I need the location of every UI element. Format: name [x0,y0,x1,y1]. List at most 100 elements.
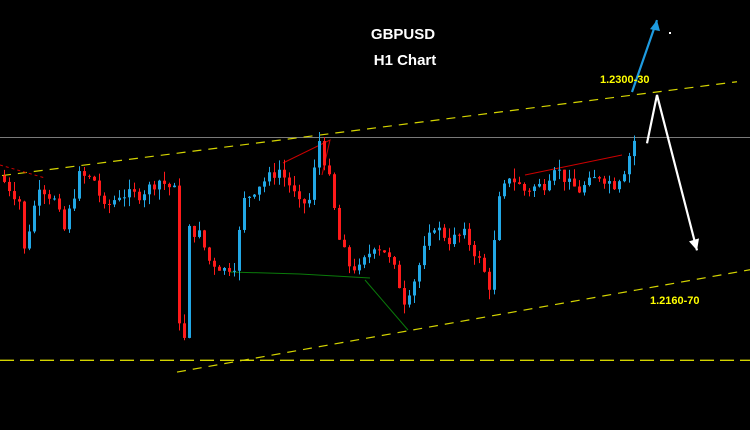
candle-body [563,169,566,182]
candle-body [88,175,91,177]
candle-body [533,186,536,192]
candle-body [98,180,101,196]
candle-body [528,190,531,192]
candle-body [78,171,81,199]
candle-body [188,225,191,338]
candle-body [553,170,556,181]
chart-title: GBPUSD [370,26,436,43]
bearish-arrow [645,94,699,251]
candle-body [538,183,541,187]
candle-body [558,169,561,171]
candle-body [228,267,231,272]
candle-body [218,266,221,271]
lower-target-label: 1.2160-70 [650,295,700,307]
pattern-line-green [229,271,371,279]
candle-body [58,198,61,210]
candle-body [18,199,21,202]
pattern-line-red [524,154,623,176]
pattern-line-red [282,139,331,176]
candle-body [408,295,411,305]
candle-body [523,184,526,191]
candle-body [153,184,156,190]
candle-body [623,174,626,182]
candle-body [568,178,571,182]
candle-body [108,203,111,205]
candle-body [23,201,26,249]
candle-body [208,247,211,261]
candle-body [333,174,336,208]
candle-body [268,172,271,182]
candle-body [378,249,381,251]
candle-body [173,185,176,188]
candle-body [463,228,466,236]
candle-body [223,267,226,271]
candle-body [353,266,356,271]
candle-body [388,252,391,258]
bullish-arrow [630,19,659,93]
candle-body [383,250,386,253]
candle-body [193,225,196,237]
candle-body [213,260,216,267]
candle-body [273,172,276,178]
marker-dot [669,32,671,34]
candle-body [498,196,501,241]
candle-body [73,198,76,209]
arrow-head-icon [689,238,699,251]
candle-body [438,227,441,231]
candle-body [428,232,431,246]
candle-body [183,323,186,338]
candle-body [53,198,56,200]
candle-body [48,194,51,199]
candle-body [243,197,246,230]
candle-body [578,186,581,193]
candle-body [203,230,206,248]
candle-body [3,175,6,182]
candle-body [143,194,146,201]
candle-body [358,264,361,271]
candle-body [453,234,456,245]
candle-body [178,185,181,324]
candle-body [298,191,301,200]
candle-body [8,181,11,192]
candle-body [603,178,606,184]
candle-body [543,183,546,191]
candle-body [138,191,141,201]
candle-body [628,156,631,175]
candle-body [423,245,426,266]
upper-target-label: 1.2300-30 [600,74,650,86]
chart-subtitle: H1 Chart [373,52,437,69]
candle-body [508,178,511,184]
candle-body [548,180,551,191]
candle-body [283,169,286,178]
candle-body [63,209,66,230]
candle-body [323,141,326,166]
candle-body [598,177,601,179]
candle-body [133,189,136,192]
candle-body [33,205,36,232]
candle-body [503,183,506,197]
candle-body [163,180,166,184]
pattern-line-red [0,164,46,179]
candle-body [258,186,261,195]
candle-body [368,253,371,258]
candle-body [418,265,421,282]
candle-body [413,281,416,296]
candle-body [238,229,241,271]
candle-body [633,140,636,157]
candle-body [338,207,341,240]
candle-body [328,165,331,175]
candle-body [348,247,351,267]
candle-body [43,189,46,195]
candle-body [478,256,481,258]
candle-body [248,196,251,198]
candle-body [613,181,616,190]
candle-body [513,178,516,183]
candle-body [458,234,461,236]
lower-channel-line [176,269,750,373]
candle-body [573,178,576,187]
candle-body [263,181,266,187]
arrow-head-icon [650,20,660,32]
candle-body [343,239,346,248]
candle-body [433,230,436,233]
